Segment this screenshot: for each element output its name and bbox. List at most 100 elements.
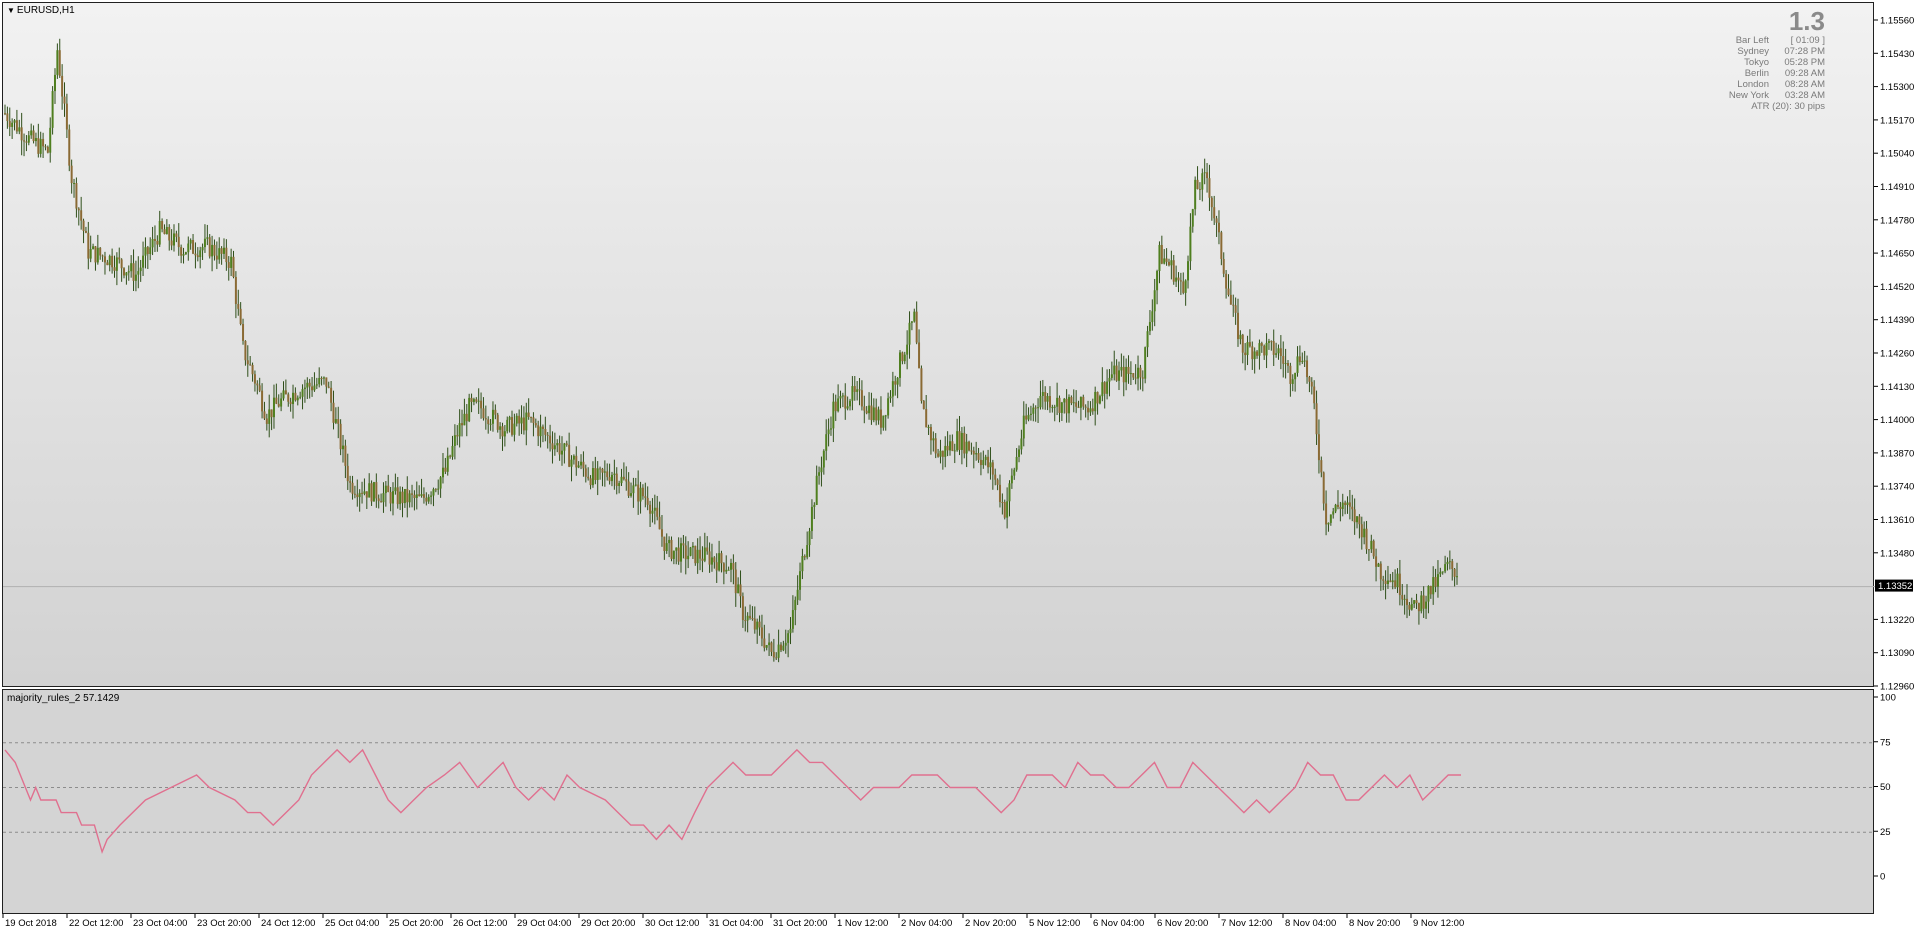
indicator-pane[interactable]: majority_rules_2 57.1429 — [2, 689, 1875, 915]
candle — [534, 418, 537, 428]
candle — [646, 486, 649, 511]
candle — [1160, 235, 1163, 265]
candle — [1346, 496, 1349, 514]
candle — [634, 477, 637, 487]
candle-body — [908, 322, 911, 345]
candle-body — [403, 488, 406, 504]
candle — [1041, 379, 1044, 410]
candle-body — [177, 236, 180, 248]
candle-body — [332, 402, 335, 423]
candle-body — [1315, 403, 1318, 435]
candle-body — [777, 644, 780, 658]
candle-body — [934, 438, 937, 454]
candle — [1277, 344, 1280, 360]
candle — [11, 118, 14, 139]
price-tick-label: 1.13610 — [1880, 515, 1914, 526]
candle — [284, 379, 287, 395]
candle-body — [494, 409, 497, 415]
candle-body — [196, 255, 199, 258]
candle-body — [1298, 356, 1301, 363]
candle — [520, 405, 523, 435]
candle-body — [146, 247, 149, 255]
candle-body — [258, 385, 261, 391]
candle — [968, 440, 971, 452]
candle-body — [218, 248, 221, 260]
candle — [808, 527, 811, 557]
candle-body — [741, 596, 744, 621]
candle — [99, 247, 102, 260]
candle-body — [1263, 345, 1266, 356]
candle-body — [1325, 503, 1328, 525]
candle — [818, 466, 821, 485]
candle-body — [1446, 561, 1449, 565]
candle — [1367, 549, 1370, 561]
candle — [841, 392, 844, 408]
candle — [1325, 490, 1328, 536]
candle — [123, 267, 126, 279]
candle — [242, 318, 245, 345]
candle — [1306, 355, 1309, 384]
candle-body — [501, 426, 504, 437]
candle — [1210, 196, 1213, 221]
candle — [687, 541, 690, 569]
candle-body — [1094, 391, 1097, 412]
candle — [411, 484, 414, 508]
candle — [1358, 514, 1361, 539]
candle — [1189, 213, 1192, 270]
candle-body — [61, 75, 64, 97]
candle — [372, 481, 375, 502]
candle-body — [656, 507, 659, 517]
candle — [508, 415, 511, 433]
candle-body — [411, 493, 414, 495]
candle — [1125, 358, 1128, 391]
candle-body — [563, 443, 566, 451]
candle — [275, 383, 278, 405]
candle — [387, 474, 390, 493]
candle — [299, 391, 302, 400]
indicator-chart-svg[interactable] — [3, 690, 1875, 915]
candle — [184, 251, 187, 256]
candle — [227, 256, 230, 281]
candle-body — [1406, 598, 1409, 606]
candle — [370, 480, 373, 506]
candle-body — [13, 120, 16, 123]
candle — [496, 412, 499, 433]
candle-body — [1282, 356, 1285, 364]
price-tick-label: 1.13480 — [1880, 548, 1914, 559]
candle-body — [994, 474, 997, 480]
candle — [118, 247, 121, 264]
triangle-down-icon[interactable]: ▼ — [7, 6, 15, 15]
candle-body — [796, 589, 799, 600]
candle — [620, 468, 623, 486]
candle — [1275, 342, 1278, 358]
candle-body — [168, 227, 171, 241]
time-tick-label: 24 Oct 12:00 — [261, 918, 315, 929]
candle — [342, 434, 345, 463]
candle-body — [1022, 415, 1025, 439]
candle-body — [399, 491, 402, 505]
candle-body — [30, 130, 33, 136]
candle — [294, 387, 297, 402]
candle-body — [787, 633, 790, 643]
candle — [1172, 254, 1175, 285]
candle-body — [1413, 600, 1416, 605]
candle — [834, 394, 837, 421]
candle-body — [137, 271, 140, 275]
candle-body — [1256, 351, 1259, 356]
candle-body — [1308, 377, 1311, 382]
candle-body — [1120, 366, 1123, 371]
candle — [956, 418, 959, 452]
candle-body — [1360, 524, 1363, 538]
candle-body — [1258, 343, 1261, 356]
candle-body — [634, 484, 637, 486]
candle-body — [372, 482, 375, 502]
candle-body — [1117, 370, 1120, 381]
candle — [165, 219, 168, 235]
candle-body — [582, 461, 585, 469]
candle-body — [1286, 363, 1289, 366]
candle-body — [42, 138, 45, 147]
candle-body — [1363, 528, 1366, 538]
price-chart-svg[interactable] — [3, 3, 1875, 688]
price-chart-pane[interactable]: ▼ EURUSD,H1 1.3 Bar Left[ 01:09 ] Sydney 0… — [2, 2, 1875, 688]
candle-body — [1158, 244, 1161, 272]
